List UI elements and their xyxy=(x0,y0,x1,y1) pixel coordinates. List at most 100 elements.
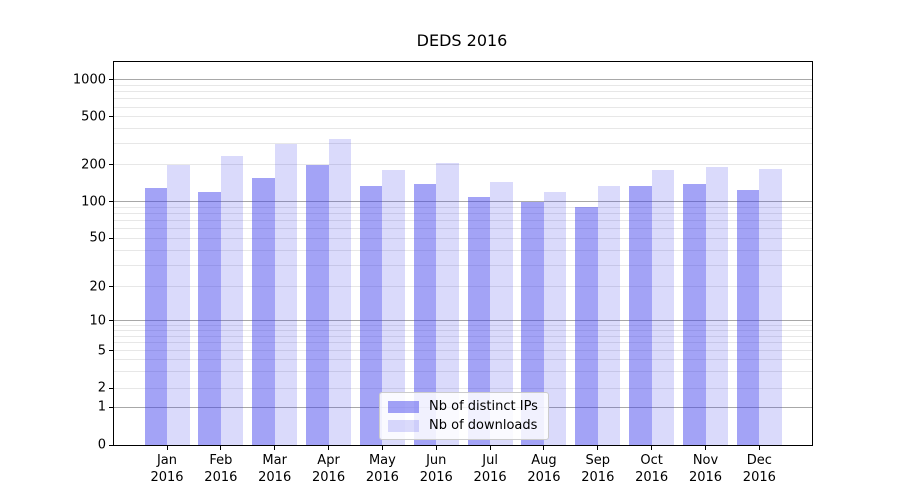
legend-item-distinct-ips: Nb of distinct IPs xyxy=(388,399,538,414)
bar-ips-dec xyxy=(736,189,760,445)
x-tick-label-nov: Nov 2016 xyxy=(688,453,723,485)
x-tick-mark-may xyxy=(381,446,383,450)
y-tick-label-100: 100 xyxy=(81,194,106,210)
x-tick-mark-jun xyxy=(435,446,437,450)
chart-legend: Nb of distinct IPs Nb of downloads xyxy=(379,392,549,440)
legend-label-distinct-ips: Nb of distinct IPs xyxy=(429,399,538,414)
bar-downloads-apr xyxy=(328,138,352,445)
x-tick-label-mar: Mar 2016 xyxy=(258,453,292,485)
plot-area: Nb of distinct IPs Nb of downloads 0 1 2 5 1… xyxy=(73,61,813,485)
minor-gridline-20 xyxy=(114,286,812,288)
y-tick-mark-100 xyxy=(109,201,113,203)
x-tick-mark-oct xyxy=(651,446,653,450)
x-tick-mark-aug xyxy=(543,446,545,450)
bar-downloads-feb xyxy=(220,156,244,445)
y-tick-label-2: 2 xyxy=(97,380,106,396)
minor-gridline-40 xyxy=(114,249,812,251)
x-tick-mark-jan xyxy=(166,446,168,450)
bar-downloads-jun xyxy=(436,163,459,445)
legend-swatch-distinct-ips xyxy=(388,400,419,413)
x-tick-label-oct: Oct 2016 xyxy=(635,453,669,485)
y-tick-mark-200 xyxy=(109,164,113,166)
x-tick-mark-mar xyxy=(274,446,276,450)
x-tick-label-aug: Aug 2016 xyxy=(527,453,561,485)
y-tick-label-1000: 1000 xyxy=(72,72,106,88)
bar-ips-jun xyxy=(413,183,437,445)
minor-gridline-9 xyxy=(114,324,812,326)
bar-downloads-oct xyxy=(651,170,675,445)
major-gridline-100 xyxy=(114,201,812,203)
x-tick-label-jul: Jul 2016 xyxy=(473,453,507,485)
bar-ips-feb xyxy=(198,191,221,445)
minor-gridline-60 xyxy=(114,228,812,230)
y-tick-label-1: 1 xyxy=(97,399,106,415)
y-tick-mark-1000 xyxy=(109,79,113,81)
y-tick-mark-500 xyxy=(109,116,113,118)
x-tick-label-may: May 2016 xyxy=(365,453,399,485)
bar-downloads-jul xyxy=(490,181,513,445)
y-tick-mark-0 xyxy=(109,444,113,446)
bar-ips-sep xyxy=(575,207,598,445)
x-tick-mark-nov xyxy=(705,446,706,450)
y-tick-label-20: 20 xyxy=(89,279,106,295)
bar-downloads-sep xyxy=(597,185,621,445)
x-tick-mark-dec xyxy=(758,446,760,450)
bar-ips-jan xyxy=(144,187,167,445)
y-tick-label-200: 200 xyxy=(81,157,106,173)
x-tick-label-sep: Sep 2016 xyxy=(581,453,615,485)
minor-gridline-400 xyxy=(114,128,812,130)
minor-gridline-6 xyxy=(114,342,812,344)
y-tick-mark-50 xyxy=(109,237,113,239)
minor-gridline-2 xyxy=(114,387,812,389)
legend-item-downloads: Nb of downloads xyxy=(388,418,538,433)
y-tick-label-10: 10 xyxy=(89,313,106,329)
y-tick-label-5: 5 xyxy=(97,343,106,359)
bar-downloads-dec xyxy=(759,168,782,445)
y-tick-mark-20 xyxy=(109,286,113,288)
y-tick-label-500: 500 xyxy=(81,109,106,125)
bar-downloads-mar xyxy=(274,144,298,445)
y-tick-mark-10 xyxy=(109,320,113,322)
minor-gridline-3 xyxy=(114,371,812,372)
y-tick-mark-1 xyxy=(109,406,113,408)
minor-gridline-900 xyxy=(114,85,812,87)
y-tick-label-0: 0 xyxy=(97,437,106,453)
bar-ips-nov xyxy=(683,183,706,445)
minor-gridline-700 xyxy=(114,98,812,100)
legend-label-downloads: Nb of downloads xyxy=(429,418,538,433)
x-tick-label-jun: Jun 2016 xyxy=(419,453,453,485)
minor-gridline-300 xyxy=(114,142,812,144)
y-tick-label-50: 50 xyxy=(89,230,106,246)
minor-gridline-5 xyxy=(114,350,812,352)
x-tick-mark-sep xyxy=(597,446,599,450)
minor-gridline-8 xyxy=(114,329,812,331)
minor-gridline-7 xyxy=(114,335,812,337)
bar-ips-mar xyxy=(252,178,275,445)
y-tick-mark-2 xyxy=(109,387,113,389)
x-tick-label-apr: Apr 2016 xyxy=(312,453,346,485)
bar-downloads-aug xyxy=(543,191,567,445)
minor-gridline-50 xyxy=(114,237,812,239)
x-tick-label-jan: Jan 2016 xyxy=(150,453,184,485)
major-gridline-1000 xyxy=(114,79,812,81)
x-tick-label-feb: Feb 2016 xyxy=(204,453,238,485)
minor-gridline-70 xyxy=(114,220,812,222)
bar-ips-apr xyxy=(306,164,329,445)
minor-gridline-200 xyxy=(114,164,812,166)
bar-ips-aug xyxy=(521,201,544,445)
x-tick-label-dec: Dec 2016 xyxy=(742,453,776,485)
bar-ips-jul xyxy=(467,197,491,445)
bar-ips-oct xyxy=(629,185,652,445)
bar-downloads-nov xyxy=(705,166,728,445)
minor-gridline-30 xyxy=(114,264,812,266)
major-gridline-10 xyxy=(114,320,812,322)
bar-downloads-jan xyxy=(167,164,190,445)
y-tick-mark-5 xyxy=(109,350,113,352)
x-tick-mark-jul xyxy=(489,446,491,450)
minor-gridline-800 xyxy=(114,91,812,93)
minor-gridline-600 xyxy=(114,106,812,108)
minor-gridline-90 xyxy=(114,206,812,208)
bar-ips-may xyxy=(359,185,383,445)
legend-swatch-downloads xyxy=(388,419,419,432)
